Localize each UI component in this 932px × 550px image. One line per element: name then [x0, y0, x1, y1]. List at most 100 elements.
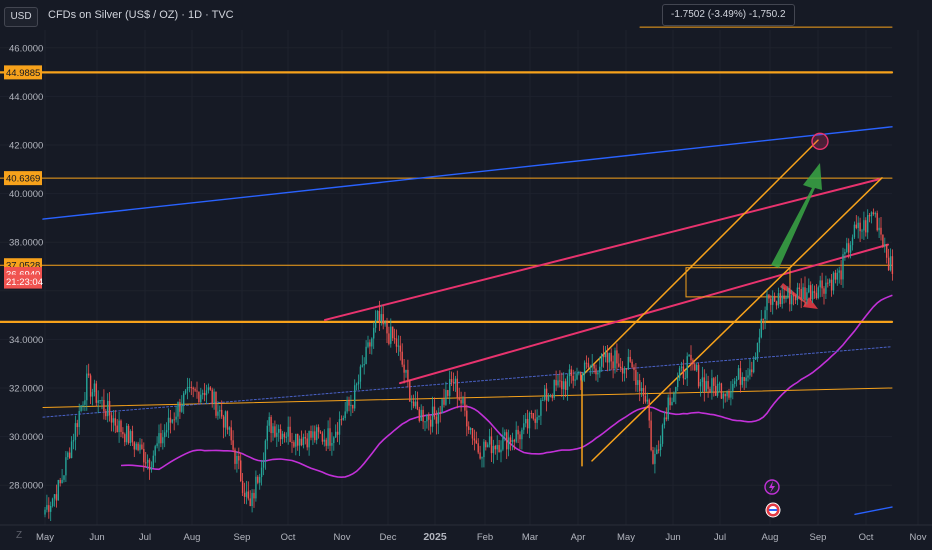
candle-body	[848, 243, 850, 253]
candle-body	[186, 387, 189, 391]
candle-body	[445, 390, 447, 405]
candle-body	[139, 444, 141, 451]
candle-body	[758, 337, 761, 343]
candle-body	[557, 380, 559, 386]
candle-body	[217, 411, 219, 416]
price-tick-label: 42.0000	[9, 141, 43, 152]
candle-body	[392, 326, 394, 339]
candle-body	[386, 322, 388, 334]
candle-body	[59, 479, 61, 484]
candle-body	[863, 220, 865, 231]
candle-body	[842, 254, 844, 280]
symbol-title[interactable]: CFDs on Silver (US$ / OZ) · 1D · TVC	[48, 9, 234, 21]
candle-body	[259, 477, 261, 483]
candle-body	[517, 429, 519, 435]
candle-body	[162, 437, 164, 444]
candle-body	[464, 398, 466, 411]
candle-body	[411, 401, 413, 403]
candle-body	[570, 369, 572, 376]
candle-body	[449, 379, 451, 396]
candle-body	[323, 439, 325, 442]
candle-body	[745, 377, 747, 381]
candle-body	[177, 401, 179, 417]
candle-body	[93, 383, 96, 393]
candle-body	[669, 397, 671, 406]
candle-body	[150, 467, 153, 470]
candle-body	[838, 270, 840, 273]
candle-body	[768, 294, 770, 299]
candle-body	[597, 372, 599, 375]
candle-body	[872, 212, 875, 214]
candle-body	[667, 397, 669, 420]
candle-body	[395, 338, 398, 347]
chart-header: USD CFDs on Silver (US$ / OZ) · 1D · TVC…	[0, 0, 932, 30]
candle-body	[401, 351, 403, 365]
candle-body	[441, 399, 443, 414]
candle-body	[639, 380, 641, 391]
candle-body	[832, 272, 835, 291]
candle-body	[711, 378, 713, 393]
candle-body	[821, 280, 823, 289]
candle-body	[519, 434, 521, 440]
candle-body	[583, 362, 586, 374]
timezone-icon[interactable]: Z	[16, 530, 23, 541]
candle-body	[684, 378, 686, 380]
candle-body	[819, 280, 821, 288]
candle-body	[287, 426, 289, 437]
candle-body	[728, 391, 730, 398]
candle-body	[65, 457, 67, 476]
candle-body	[568, 369, 571, 377]
candle-body	[308, 430, 310, 448]
time-tick-label: Aug	[762, 532, 779, 543]
candle-body	[587, 363, 590, 368]
candle-body	[582, 373, 584, 381]
candle-body	[889, 256, 892, 271]
candle-body	[329, 428, 331, 446]
candle-body	[215, 391, 217, 416]
candle-body	[673, 393, 675, 402]
candle-body	[528, 413, 531, 429]
candle-body	[502, 435, 504, 450]
candle-body	[409, 380, 411, 402]
consolidation-box	[685, 267, 791, 298]
candle-body	[732, 384, 734, 392]
candle-body	[743, 377, 745, 381]
candle-body	[452, 382, 455, 384]
time-tick-label: Oct	[281, 532, 296, 543]
candle-body	[97, 400, 99, 403]
measure-readout: -1.7502 (-3.49%) -1,750.2	[662, 4, 795, 26]
candle-body	[612, 361, 614, 369]
candle-body	[367, 342, 369, 347]
candle-body	[281, 433, 284, 440]
candle-body	[264, 440, 267, 461]
candle-body	[720, 383, 723, 399]
candle-body	[67, 452, 69, 458]
price-label-text: 40.6369	[6, 174, 40, 185]
candle-body	[716, 384, 719, 396]
candle-body	[129, 431, 132, 444]
candle-body	[437, 412, 439, 424]
candle-body	[490, 436, 493, 454]
candle-body	[181, 405, 183, 412]
candle-body	[688, 354, 690, 357]
candle-body	[494, 445, 496, 450]
candle-body	[504, 432, 506, 436]
currency-button[interactable]: USD	[4, 7, 38, 27]
candle-body	[314, 431, 316, 441]
price-label-badge	[4, 65, 42, 80]
candle-body	[886, 244, 888, 258]
candle-body	[849, 245, 852, 253]
candle-body	[137, 443, 139, 451]
channel-line	[581, 139, 819, 377]
candle-body	[95, 383, 97, 403]
candle-body	[319, 431, 322, 434]
candle-body	[865, 220, 867, 233]
candle-body	[154, 446, 156, 456]
candle-body	[777, 293, 780, 306]
candle-body	[160, 433, 162, 444]
candle-body	[870, 212, 873, 217]
candle-body	[167, 417, 170, 431]
candle-body	[262, 460, 265, 468]
candle-body	[76, 423, 78, 428]
